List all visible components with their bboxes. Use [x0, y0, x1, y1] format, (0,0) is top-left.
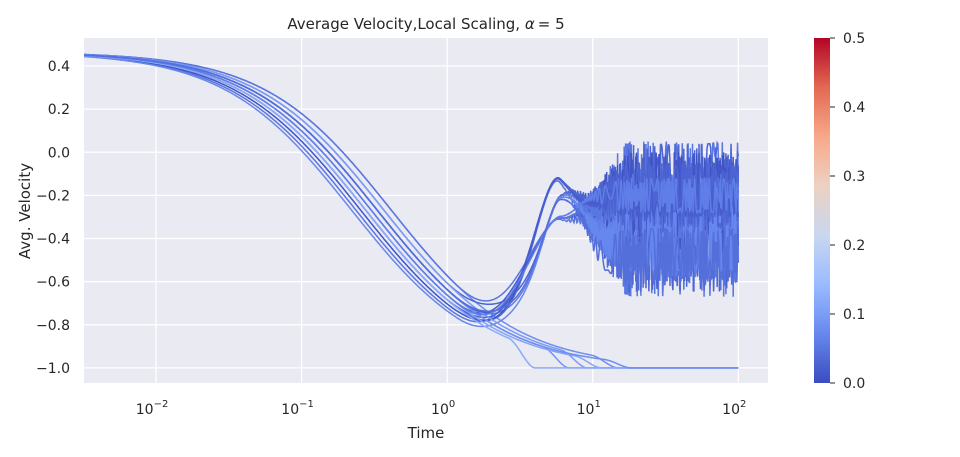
- colorbar-tick-label: 0.3: [843, 169, 865, 185]
- colorbar-ticks: 0.0 0.1 0.2 0.3 0.4 0.5: [830, 31, 865, 392]
- x-tick-exponent: 1: [594, 399, 600, 410]
- y-tick-label: −1.0: [36, 361, 70, 377]
- y-tick-label: −0.2: [36, 188, 70, 204]
- series-line: [84, 55, 740, 323]
- x-tick-label: 10−1: [281, 399, 314, 418]
- x-tick-label: 100: [431, 399, 455, 418]
- colorbar: [814, 38, 830, 383]
- colorbar-tick-label: 0.5: [843, 31, 865, 47]
- y-tick-label: 0.4: [48, 59, 70, 75]
- series-line: [84, 54, 740, 312]
- colorbar-tick-label: 0.0: [843, 376, 865, 392]
- series-line: [84, 54, 740, 316]
- x-tick-base: 10: [722, 402, 740, 418]
- x-tick-exponent: 2: [740, 399, 746, 410]
- colorbar-tick-label: 0.2: [843, 238, 865, 254]
- y-tick-label: −0.4: [36, 232, 70, 248]
- x-tick-base: 10: [136, 402, 154, 418]
- series-line: [84, 53, 740, 302]
- y-axis-label: Avg. Velocity: [16, 163, 34, 259]
- x-tick-exponent: −1: [299, 399, 314, 410]
- y-tick-label: 0.0: [48, 145, 70, 161]
- y-tick-label: −0.6: [36, 275, 70, 291]
- axis-ticks: 10−2 10−1 100 101 1020.40.20.0−0.2−0.4−0.6−0…: [36, 59, 746, 418]
- y-tick-label: −0.8: [36, 318, 70, 334]
- x-axis-label: Time: [407, 424, 445, 442]
- x-tick-base: 10: [281, 402, 299, 418]
- x-tick-label: 10−2: [136, 399, 169, 418]
- series-lines: [84, 53, 740, 369]
- colorbar-tick-label: 0.4: [843, 100, 865, 116]
- x-tick-base: 10: [577, 402, 595, 418]
- title-alpha-symbol: α: [525, 15, 535, 33]
- title-text: Average Velocity,Local Scaling,: [287, 15, 524, 33]
- x-tick-exponent: −2: [154, 399, 169, 410]
- x-tick-label: 101: [577, 399, 601, 418]
- x-tick-base: 10: [431, 402, 449, 418]
- x-tick-exponent: 0: [449, 399, 455, 410]
- colorbar-tick-label: 0.1: [843, 307, 865, 323]
- title-equals: = 5: [538, 15, 565, 33]
- chart-title: Average Velocity,Local Scaling, α = 5: [287, 15, 564, 33]
- y-tick-label: 0.2: [48, 102, 70, 118]
- x-tick-label: 102: [722, 399, 746, 418]
